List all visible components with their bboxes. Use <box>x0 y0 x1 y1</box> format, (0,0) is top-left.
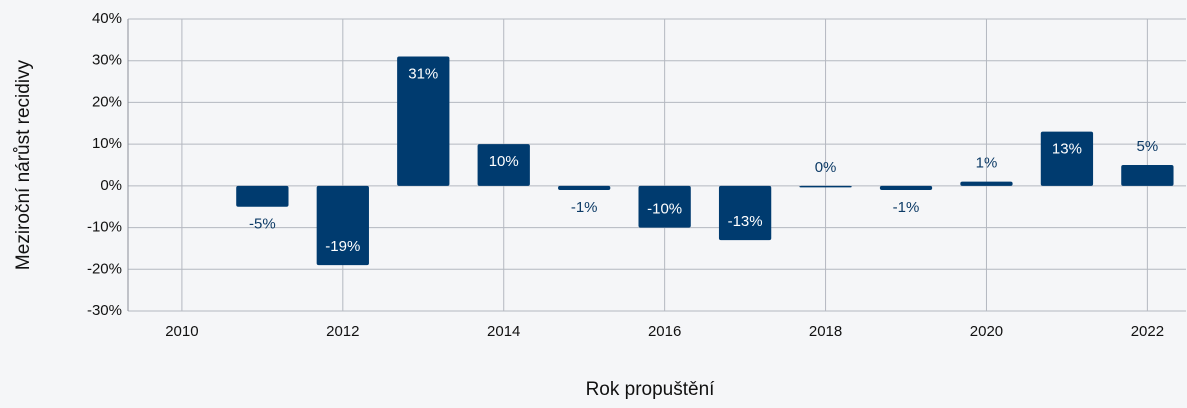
bar <box>1040 131 1094 186</box>
data-label: -19% <box>325 238 360 255</box>
x-tick-label: 2016 <box>648 323 681 340</box>
bar <box>558 185 611 191</box>
y-axis-label: Meziroční nárůst recidivy <box>13 59 34 270</box>
x-tick-label: 2022 <box>1131 323 1164 340</box>
bar <box>960 181 1013 186</box>
data-label: -10% <box>647 201 682 218</box>
data-label: -1% <box>893 199 920 216</box>
data-label: -5% <box>249 216 276 233</box>
x-tick-label: 2012 <box>326 323 359 340</box>
y-tick-label: -10% <box>87 219 122 236</box>
bar <box>718 185 772 241</box>
data-label: 31% <box>408 66 438 83</box>
y-tick-label: -20% <box>87 260 122 277</box>
bar <box>316 185 369 266</box>
bar <box>799 185 852 188</box>
x-tick-label: 2020 <box>970 323 1003 340</box>
y-tick-label: 0% <box>100 177 122 194</box>
bar <box>879 185 933 191</box>
data-label: 13% <box>1052 141 1082 158</box>
data-label: -1% <box>571 199 598 216</box>
bar <box>638 185 691 228</box>
x-tick-label: 2010 <box>165 323 198 340</box>
data-label: -13% <box>728 213 763 230</box>
data-label: 1% <box>976 155 998 172</box>
bar <box>1121 165 1174 186</box>
x-tick-label: 2014 <box>487 323 520 340</box>
bar <box>397 56 450 186</box>
y-tick-label: -30% <box>87 302 122 319</box>
y-tick-label: 20% <box>92 93 122 110</box>
y-tick-label: 30% <box>92 52 122 69</box>
data-label: 10% <box>489 153 519 170</box>
bar <box>477 144 530 186</box>
data-label: 5% <box>1137 138 1159 155</box>
y-tick-label: 40% <box>92 10 122 27</box>
x-tick-label: 2018 <box>809 323 842 340</box>
bar <box>236 185 289 207</box>
x-axis-label: Rok propuštění <box>586 379 716 400</box>
data-label: 0% <box>815 159 837 176</box>
y-tick-label: 10% <box>92 135 122 152</box>
